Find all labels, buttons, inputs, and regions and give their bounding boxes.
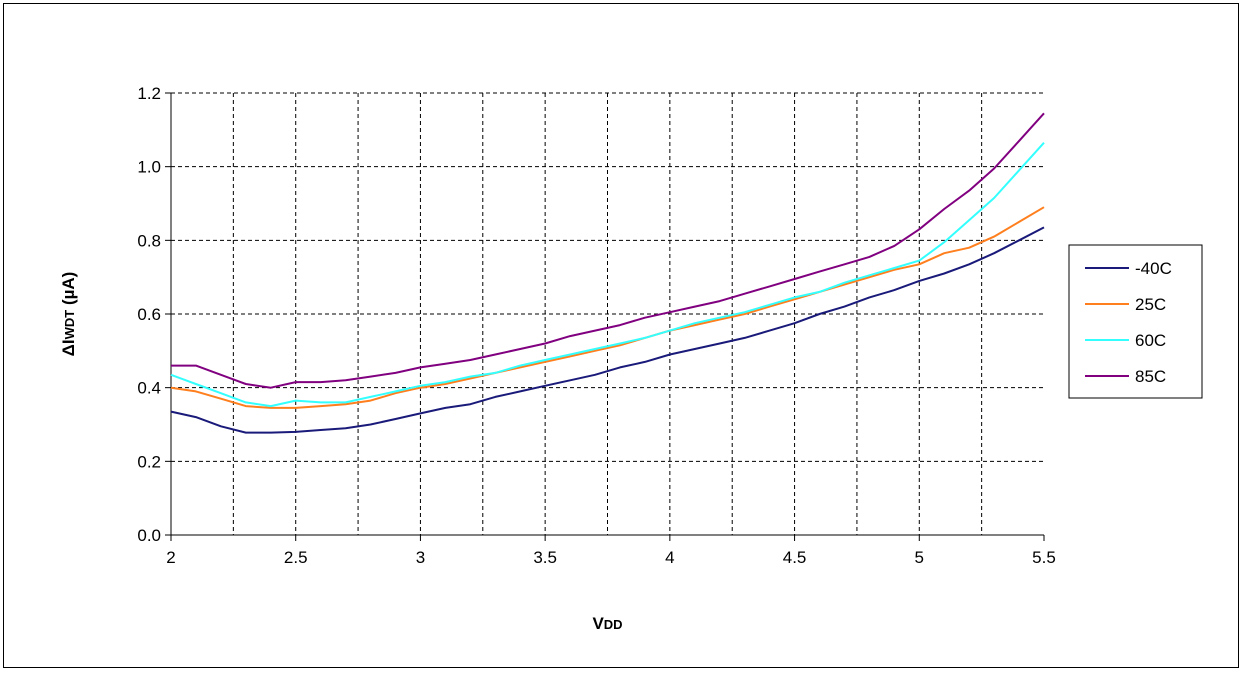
x-tick-label: 5.5	[1032, 548, 1056, 567]
axis-layer	[165, 92, 1045, 541]
x-tick-label: 3	[416, 548, 425, 567]
x-tick-label: 4.5	[783, 548, 807, 567]
legend-box	[1068, 244, 1203, 399]
y-tick-label: 0.2	[137, 452, 161, 471]
series-line--40c	[170, 226, 1045, 434]
y-axis-title: ΔIWDT (µA)	[59, 272, 78, 357]
legend-label: 25C	[1135, 295, 1166, 314]
y-tick-label: 1.2	[137, 84, 161, 103]
chart-frame: 2 2.5 3 3.5 4 4.5 5 5.5 0.0 0.2 0.4 0.6 0.8 1.0 1.2 VDD…	[3, 3, 1239, 668]
x-axis-title: VDD	[592, 614, 622, 633]
y-tick-label: 0.0	[137, 526, 161, 545]
y-tick-label: 0.4	[137, 379, 161, 398]
series-line-85c	[171, 112, 1045, 389]
legend-label: -40C	[1135, 259, 1172, 278]
x-tick-label: 4	[665, 548, 674, 567]
series-layer	[170, 112, 1045, 434]
x-tick-label: 2.5	[284, 548, 308, 567]
chart-svg: 2 2.5 3 3.5 4 4.5 5 5.5 0.0 0.2 0.4 0.6 0.8 1.0 1.2 VDD…	[59, 84, 1203, 633]
x-tick-label: 5	[915, 548, 924, 567]
legend-layer: -40C 25C 60C 85C	[1068, 244, 1203, 399]
legend-label: 60C	[1135, 331, 1166, 350]
y-tick-label: 0.6	[137, 305, 161, 324]
series-line-60c	[170, 142, 1045, 408]
label-layer: 2 2.5 3 3.5 4 4.5 5 5.5 0.0 0.2 0.4 0.6 0.8 1.0 1.2 VDD…	[59, 84, 1056, 633]
y-tick-label: 0.8	[137, 231, 161, 250]
x-tick-label: 2	[166, 548, 175, 567]
x-tick-label: 3.5	[533, 548, 557, 567]
series-line-25c	[170, 206, 1045, 409]
grid-layer	[171, 92, 1044, 535]
y-tick-label: 1.0	[137, 158, 161, 177]
legend-label: 85C	[1135, 367, 1166, 386]
